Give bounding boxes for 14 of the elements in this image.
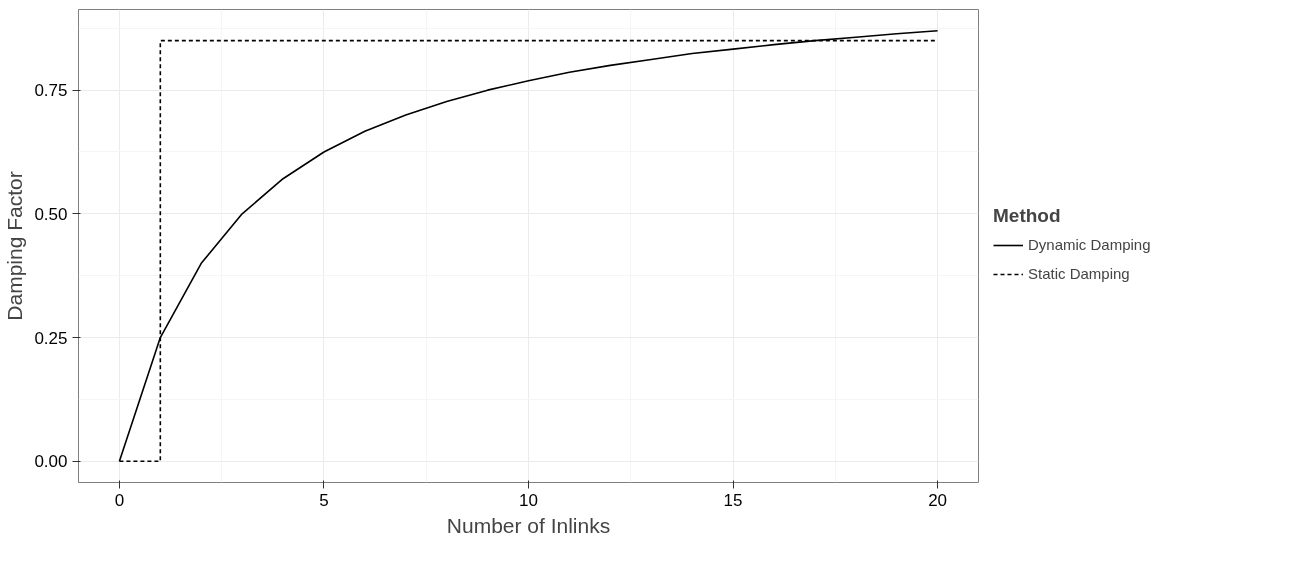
y-tick-label: 0.00 <box>34 452 68 472</box>
y-tick-label: 0.25 <box>34 328 68 348</box>
y-tick-label: 0.50 <box>34 204 68 224</box>
x-tick-label: 5 <box>319 490 329 510</box>
legend-label: Static Damping <box>1028 265 1130 282</box>
x-tick-label: 0 <box>114 490 125 510</box>
y-tick-label: 0.75 <box>34 81 68 101</box>
x-tick-label: 20 <box>928 490 948 510</box>
legend-label: Dynamic Damping <box>1028 236 1151 253</box>
x-tick-label: 15 <box>723 490 743 510</box>
legend-title: Method <box>993 204 1062 227</box>
y-axis-title: Damping Factor <box>3 171 27 321</box>
x-axis-title: Number of Inlinks <box>446 513 611 537</box>
x-tick-label: 10 <box>519 490 538 510</box>
